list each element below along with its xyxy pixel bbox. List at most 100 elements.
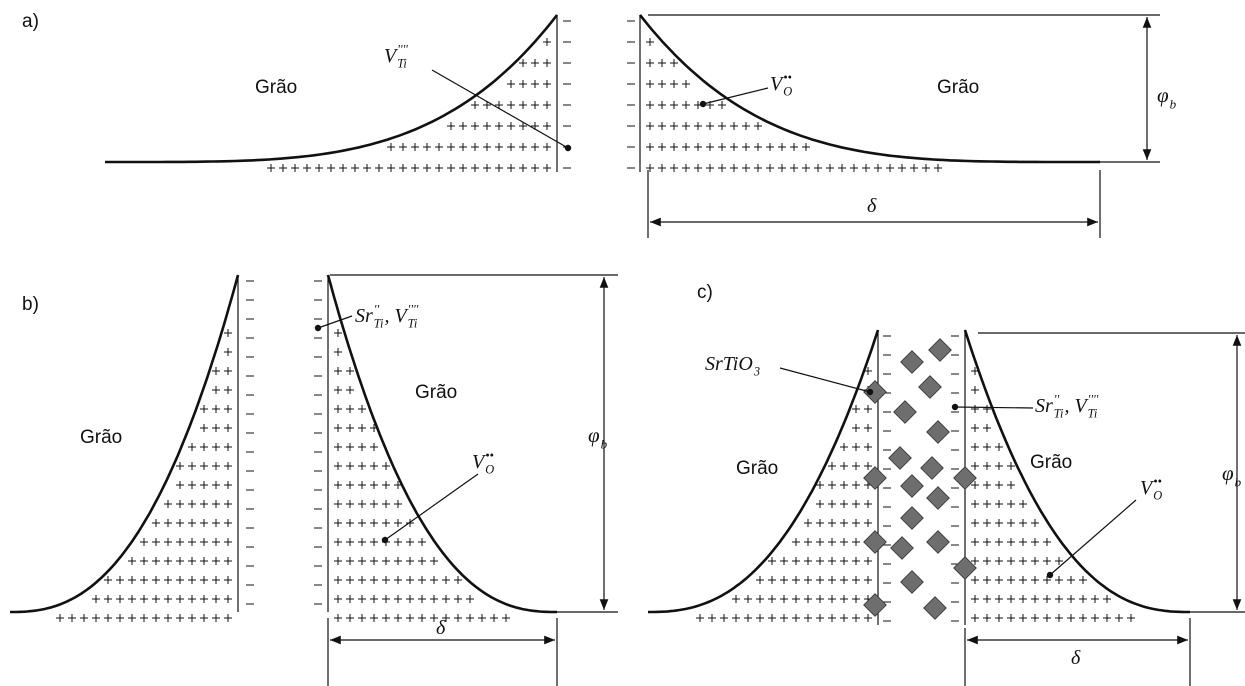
plus-sign xyxy=(200,424,208,432)
srtio3-particle xyxy=(901,571,924,594)
plus-sign xyxy=(212,538,220,546)
plus-sign xyxy=(334,348,342,356)
plus-sign xyxy=(140,595,148,603)
plus-sign xyxy=(164,595,172,603)
srtio3-particle xyxy=(864,531,887,554)
plus-sign xyxy=(116,595,124,603)
plus-sign xyxy=(850,164,858,172)
plus-sign xyxy=(200,519,208,527)
plus-sign xyxy=(279,164,287,172)
grain-label: Grão xyxy=(80,427,122,448)
plus-sign xyxy=(1019,519,1027,527)
plus-sign xyxy=(543,143,551,151)
plus-sign xyxy=(212,500,220,508)
plus-sign xyxy=(971,443,979,451)
plus-sign xyxy=(382,519,390,527)
plus-sign xyxy=(430,595,438,603)
plus-sign xyxy=(212,614,220,622)
plus-sign xyxy=(358,481,366,489)
plus-sign xyxy=(730,164,738,172)
plus-sign xyxy=(971,462,979,470)
plus-sign xyxy=(742,164,750,172)
plus-sign xyxy=(387,164,395,172)
plus-sign xyxy=(471,122,479,130)
plus-sign xyxy=(543,59,551,67)
plus-sign xyxy=(840,557,848,565)
plus-sign xyxy=(483,122,491,130)
plus-sign xyxy=(971,424,979,432)
plus-sign xyxy=(646,164,654,172)
math-sub: 3 xyxy=(753,365,760,379)
plus-sign xyxy=(766,164,774,172)
plus-sign xyxy=(828,500,836,508)
math-base: Sr xyxy=(1035,395,1053,417)
plus-sign xyxy=(1043,538,1051,546)
plus-sign xyxy=(816,557,824,565)
plus-sign xyxy=(543,38,551,46)
plus-sign xyxy=(670,143,678,151)
plus-sign xyxy=(454,576,462,584)
plus-sign xyxy=(816,576,824,584)
plus-sign xyxy=(346,500,354,508)
plus-sign xyxy=(754,122,762,130)
plus-sign xyxy=(370,595,378,603)
plus-sign xyxy=(790,164,798,172)
plus-sign xyxy=(188,443,196,451)
plus-sign xyxy=(1079,576,1087,584)
plus-sign xyxy=(1043,614,1051,622)
plus-sign xyxy=(375,164,383,172)
plus-sign xyxy=(334,405,342,413)
plus-sign xyxy=(334,481,342,489)
plus-sign xyxy=(971,595,979,603)
plus-sign xyxy=(1067,595,1075,603)
math-sub: b xyxy=(601,436,608,451)
plus-sign xyxy=(394,614,402,622)
plus-sign xyxy=(334,595,342,603)
plus-sign xyxy=(862,164,870,172)
plus-sign xyxy=(804,519,812,527)
plus-sign xyxy=(543,122,551,130)
plus-sign xyxy=(334,538,342,546)
plus-sign xyxy=(1091,595,1099,603)
plus-sign xyxy=(382,576,390,584)
plus-sign xyxy=(1019,576,1027,584)
plus-sign xyxy=(358,405,366,413)
plus-sign xyxy=(646,80,654,88)
plus-sign xyxy=(315,164,323,172)
plus-sign xyxy=(406,614,414,622)
plus-sign xyxy=(983,595,991,603)
plus-sign xyxy=(995,557,1003,565)
plus-sign xyxy=(766,143,774,151)
grain-label: Grão xyxy=(1030,452,1072,473)
plus-sign xyxy=(995,576,1003,584)
math-base: φ xyxy=(1222,461,1234,485)
plus-sign xyxy=(406,595,414,603)
plus-sign xyxy=(768,595,776,603)
plus-sign xyxy=(507,80,515,88)
plus-sign xyxy=(816,538,824,546)
plus-sign xyxy=(1055,614,1063,622)
plus-sign xyxy=(466,614,474,622)
math-sub: b xyxy=(1235,474,1242,489)
plus-sign xyxy=(358,538,366,546)
plus-sign xyxy=(399,143,407,151)
plus-sign xyxy=(370,500,378,508)
plus-sign xyxy=(1019,614,1027,622)
marker-dot xyxy=(867,389,873,395)
plus-sign xyxy=(176,481,184,489)
plus-sign xyxy=(411,143,419,151)
srtio3-particle xyxy=(891,537,914,560)
plus-sign xyxy=(382,500,390,508)
plus-sign xyxy=(116,576,124,584)
plus-sign xyxy=(1007,462,1015,470)
plus-sign xyxy=(104,595,112,603)
plus-sign xyxy=(754,143,762,151)
srtio3-particle xyxy=(901,475,924,498)
plus-sign xyxy=(1067,576,1075,584)
plus-sign xyxy=(358,614,366,622)
plus-sign xyxy=(995,538,1003,546)
plus-sign xyxy=(864,424,872,432)
math-sub: Ti xyxy=(374,317,384,331)
plus-sign xyxy=(370,614,378,622)
plus-sign xyxy=(346,481,354,489)
